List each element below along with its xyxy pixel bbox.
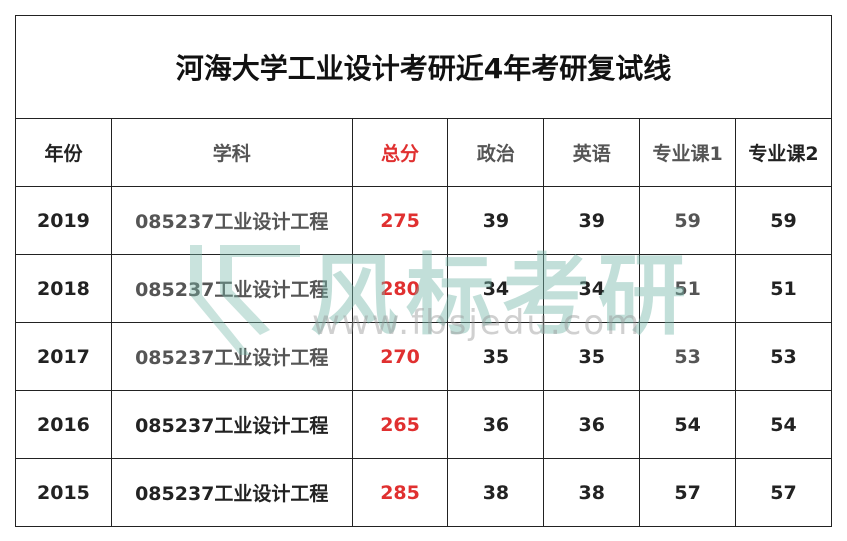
cell-politics: 34 [447,254,545,323]
cell-year: 2018 [15,254,112,323]
cell-english: 34 [543,254,641,323]
cell-total: 275 [351,186,449,255]
cell-subject: 085237工业设计工程 [110,322,353,391]
cell-year: 2019 [15,186,112,255]
cell-total: 285 [351,458,449,527]
table-title: 河海大学工业设计考研近4年考研复试线 [15,15,832,119]
cell-politics: 39 [447,186,545,255]
table-row: 2015 085237工业设计工程 285 38 38 57 57 [15,458,832,527]
header-row: 年份 学科 总分 政治 英语 专业课1 专业课2 [15,118,832,187]
header-politics: 政治 [447,118,545,187]
cell-year: 2016 [15,390,112,459]
cell-total: 280 [351,254,449,323]
cell-subject: 085237工业设计工程 [110,458,353,527]
cell-year: 2017 [15,322,112,391]
cell-course1: 57 [639,458,737,527]
cell-english: 35 [543,322,641,391]
score-table: 河海大学工业设计考研近4年考研复试线 年份 学科 总分 政治 英语 专业课1 专… [15,15,832,527]
cell-course2: 51 [735,254,832,323]
cell-course2: 57 [735,458,832,527]
cell-politics: 38 [447,458,545,527]
cell-total: 270 [351,322,449,391]
cell-course1: 51 [639,254,737,323]
cell-course1: 54 [639,390,737,459]
cell-subject: 085237工业设计工程 [110,254,353,323]
header-course2: 专业课2 [735,118,832,187]
cell-course1: 59 [639,186,737,255]
cell-total: 265 [351,390,449,459]
cell-course2: 53 [735,322,832,391]
header-course1: 专业课1 [639,118,737,187]
table-row: 2017 085237工业设计工程 270 35 35 53 53 [15,322,832,391]
table-row: 2018 085237工业设计工程 280 34 34 51 51 [15,254,832,323]
cell-course2: 54 [735,390,832,459]
cell-course1: 53 [639,322,737,391]
cell-english: 39 [543,186,641,255]
cell-english: 36 [543,390,641,459]
header-english: 英语 [543,118,641,187]
cell-english: 38 [543,458,641,527]
cell-politics: 35 [447,322,545,391]
cell-course2: 59 [735,186,832,255]
header-year: 年份 [15,118,112,187]
header-total: 总分 [351,118,449,187]
table-row: 2019 085237工业设计工程 275 39 39 59 59 [15,186,832,255]
table-row: 2016 085237工业设计工程 265 36 36 54 54 [15,390,832,459]
header-subject: 学科 [110,118,353,187]
cell-politics: 36 [447,390,545,459]
cell-subject: 085237工业设计工程 [110,390,353,459]
cell-year: 2015 [15,458,112,527]
cell-subject: 085237工业设计工程 [110,186,353,255]
